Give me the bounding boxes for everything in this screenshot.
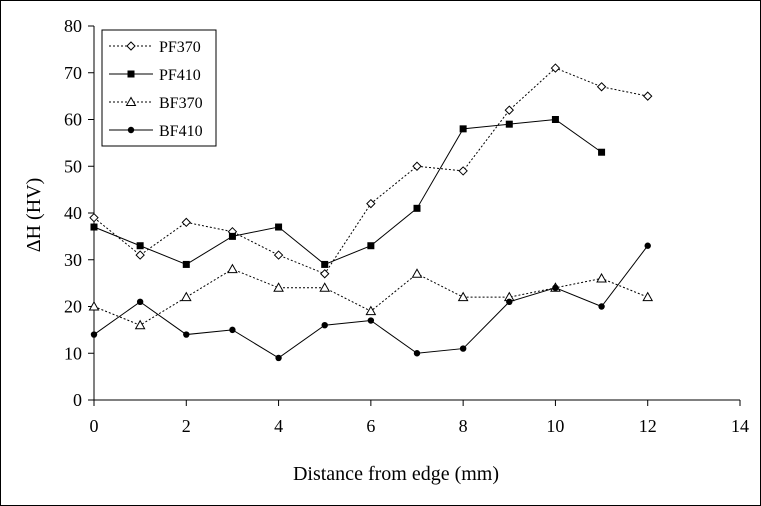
series-layer <box>88 63 654 362</box>
data-point-pf370 <box>320 269 330 279</box>
series-line-bf370 <box>93 268 648 326</box>
x-tick-label: 0 <box>90 416 99 436</box>
data-point-bf410 <box>413 350 421 357</box>
data-point-pf370 <box>89 212 99 223</box>
data-point-bf410 <box>90 331 98 338</box>
data-point-pf370 <box>181 217 191 228</box>
data-point-bf370 <box>411 268 423 278</box>
data-point-bf410 <box>552 284 559 291</box>
data-point-pf410 <box>228 232 236 240</box>
legend-item-bf410: BF410 <box>109 123 203 140</box>
data-point-pf370 <box>596 82 607 92</box>
legend-marker-pf370 <box>126 41 136 51</box>
y-tick-label: 50 <box>64 156 82 176</box>
x-tick-label: 4 <box>274 416 283 436</box>
data-point-bf370 <box>88 300 100 311</box>
data-point-bf410 <box>321 322 328 329</box>
legend-marker-bf370 <box>125 96 137 106</box>
data-point-bf370 <box>365 305 377 316</box>
legend-label-bf410: BF410 <box>159 123 203 140</box>
x-tick-label: 12 <box>639 416 657 436</box>
series-line-bf410 <box>93 245 649 359</box>
data-point-pf410 <box>321 260 329 268</box>
data-point-bf410 <box>459 345 467 352</box>
legend-marker-pf410 <box>127 70 135 78</box>
data-point-pf370 <box>273 250 284 260</box>
data-point-pf370 <box>135 250 145 260</box>
data-point-bf370 <box>180 291 192 302</box>
legend-item-pf370: PF370 <box>109 39 201 56</box>
data-point-bf410 <box>506 298 513 306</box>
data-point-pf370 <box>643 91 653 101</box>
x-tick-label: 2 <box>182 416 191 436</box>
series-bf410 <box>90 242 651 362</box>
data-point-pf410 <box>136 242 144 250</box>
data-point-pf370 <box>366 198 376 209</box>
data-point-bf410 <box>367 317 375 324</box>
series-pf370 <box>89 63 653 279</box>
data-point-bf370 <box>642 291 654 302</box>
x-tick-label: 8 <box>459 416 468 436</box>
data-point-bf370 <box>457 291 469 302</box>
y-axis-title: ΔH (HV) <box>23 178 45 253</box>
data-point-pf370 <box>550 63 561 73</box>
data-point-bf410 <box>644 242 651 249</box>
legend-box <box>101 29 217 147</box>
y-tick-label: 60 <box>64 110 82 130</box>
data-point-pf370 <box>504 105 514 115</box>
x-tick-label: 14 <box>731 416 749 436</box>
y-tick-label: 20 <box>64 297 82 317</box>
y-tick-label: 40 <box>64 203 82 223</box>
data-point-pf410 <box>598 148 606 156</box>
data-point-pf410 <box>551 116 559 123</box>
data-point-pf410 <box>182 260 190 268</box>
data-point-pf410 <box>505 120 513 128</box>
data-point-pf410 <box>90 223 98 231</box>
data-point-pf370 <box>458 166 468 176</box>
data-point-bf410 <box>275 354 282 362</box>
legend-label-bf370: BF370 <box>159 95 203 112</box>
legend: PF370 PF410 BF370 BF410 <box>101 29 217 147</box>
data-point-bf410 <box>229 326 236 334</box>
data-point-bf370 <box>273 282 284 292</box>
legend-label-pf370: PF370 <box>159 39 201 56</box>
x-axis-title: Distance from edge (mm) <box>293 463 499 485</box>
data-point-pf410 <box>275 223 283 231</box>
data-point-bf410 <box>183 331 190 338</box>
series-line-pf410 <box>93 118 602 265</box>
legend-item-pf410: PF410 <box>109 67 201 84</box>
y-tick-label: 30 <box>64 250 82 270</box>
y-tick-label: 80 <box>64 16 82 36</box>
data-point-bf370 <box>134 319 146 330</box>
data-point-pf410 <box>413 204 421 212</box>
data-point-bf370 <box>227 263 238 274</box>
y-tick-label: 10 <box>64 343 82 363</box>
data-point-bf370 <box>319 282 331 292</box>
series-pf410 <box>90 116 606 268</box>
data-point-bf410 <box>136 298 144 306</box>
data-point-pf410 <box>367 242 375 250</box>
x-tick-label: 10 <box>546 416 564 436</box>
y-tick-label: 0 <box>73 390 82 410</box>
data-point-pf370 <box>412 161 422 171</box>
y-tick-label: 70 <box>64 63 82 83</box>
legend-marker-bf410 <box>127 126 135 134</box>
legend-label-pf410: PF410 <box>159 67 201 84</box>
x-tick-label: 6 <box>366 416 375 436</box>
legend-item-bf370: BF370 <box>109 95 203 112</box>
data-point-bf370 <box>596 272 607 283</box>
data-point-pf410 <box>459 125 467 133</box>
data-point-bf410 <box>598 303 605 310</box>
